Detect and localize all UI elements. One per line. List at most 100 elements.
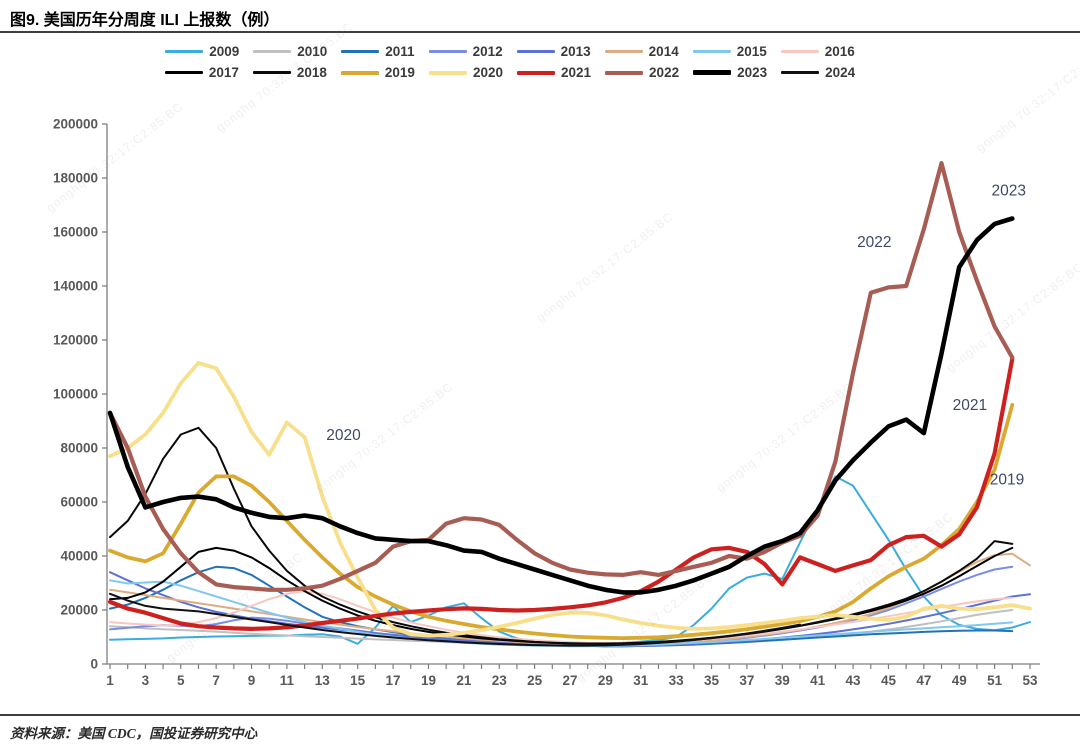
annotation-2020: 2020 xyxy=(326,427,361,444)
ili-chart: 0 20000 40000 60000 80000 100000 120000 140000 1… xyxy=(0,100,1080,712)
legend-label-2018: 2018 xyxy=(296,65,327,80)
chart-title: 图9. 美国历年分周度 ILI 上报数（例） xyxy=(10,12,280,29)
legend-swatch-2017 xyxy=(164,71,203,74)
series-line-2016 xyxy=(109,590,1014,644)
x-axis-label: 31 xyxy=(633,673,649,688)
legend-label-2013: 2013 xyxy=(560,44,591,59)
legend-swatch-2019 xyxy=(340,70,379,75)
x-axis-label: 29 xyxy=(598,673,613,688)
legend-swatch-2023 xyxy=(693,70,732,75)
legend-swatch-2012 xyxy=(428,50,467,53)
legend-label-2015: 2015 xyxy=(736,44,767,59)
legend-label-2024: 2024 xyxy=(825,65,856,80)
series-line-2022 xyxy=(107,160,1015,592)
legend-item-2009: 2009 xyxy=(165,44,239,59)
legend-row-2: 2017 2018 2019 2020 2021 2022 2023 2024 xyxy=(164,65,855,80)
legend-item-2020: 2020 xyxy=(428,65,503,80)
legend-label-2021: 2021 xyxy=(561,65,592,80)
y-axis-label: 120000 xyxy=(53,333,98,348)
source-note: 资料来源：美国 CDC，国投证券研究中心 xyxy=(10,726,258,741)
x-axis-label: 21 xyxy=(456,673,472,688)
x-axis-label: 3 xyxy=(142,673,150,688)
y-axis-label: 100000 xyxy=(53,387,98,402)
legend-swatch-2014 xyxy=(604,50,643,53)
x-axis-label: 43 xyxy=(846,673,862,688)
x-axis-label: 53 xyxy=(1022,673,1038,688)
x-axis-label: 51 xyxy=(987,673,1003,688)
annotation-2023: 2023 xyxy=(992,183,1026,200)
legend: 2009 2010 2011 2012 2013 2014 2015 2016 2017 201… xyxy=(0,44,1020,80)
legend-swatch-2013 xyxy=(516,50,555,53)
y-axis-label: 40000 xyxy=(60,549,98,564)
x-axis-label: 35 xyxy=(704,673,720,688)
series-line-2023 xyxy=(107,216,1015,595)
legend-item-2013: 2013 xyxy=(516,44,591,59)
y-axis-label: 160000 xyxy=(53,225,98,240)
chart-svg: 0 20000 40000 60000 80000 100000 120000 140000 1… xyxy=(53,117,1040,688)
legend-item-2014: 2014 xyxy=(604,44,679,59)
annotation-2019: 2019 xyxy=(990,471,1024,488)
x-axis-label: 5 xyxy=(177,673,185,688)
legend-label-2011: 2011 xyxy=(385,44,415,59)
annotation-2022: 2022 xyxy=(857,234,891,251)
legend-item-2018: 2018 xyxy=(252,65,327,80)
legend-item-2024: 2024 xyxy=(781,65,855,80)
legend-swatch-2015 xyxy=(692,50,731,53)
legend-label-2020: 2020 xyxy=(472,65,503,80)
legend-row-1: 2009 2010 2011 2012 2013 2014 2015 2016 xyxy=(165,44,855,59)
y-axis-label: 60000 xyxy=(60,495,98,510)
x-axis-label: 11 xyxy=(280,673,295,688)
legend-item-2011: 2011 xyxy=(341,44,415,59)
x-axis-label: 17 xyxy=(386,673,401,688)
legend-swatch-2024 xyxy=(781,71,820,74)
x-axis-label: 9 xyxy=(248,673,256,688)
x-axis-label: 25 xyxy=(527,673,543,688)
x-axis-label: 49 xyxy=(952,673,967,688)
legend-swatch-2011 xyxy=(341,50,380,53)
x-axis-label: 27 xyxy=(562,673,577,688)
y-axis-label: 80000 xyxy=(60,441,98,456)
y-axis-label: 200000 xyxy=(53,117,98,132)
legend-swatch-2018 xyxy=(252,71,291,74)
legend-item-2015: 2015 xyxy=(692,44,767,59)
legend-swatch-2009 xyxy=(165,50,204,53)
legend-item-2019: 2019 xyxy=(340,65,415,80)
legend-label-2010: 2010 xyxy=(297,44,328,59)
legend-label-2017: 2017 xyxy=(208,65,239,80)
series-line-2019 xyxy=(108,402,1015,640)
series-line-2020 xyxy=(108,360,1032,638)
legend-swatch-2016 xyxy=(780,50,819,53)
legend-label-2009: 2009 xyxy=(209,44,240,59)
title-rule xyxy=(0,31,1080,33)
legend-item-2017: 2017 xyxy=(164,65,239,80)
y-axis-label: 20000 xyxy=(60,603,98,618)
y-axis-label: 140000 xyxy=(53,279,98,294)
legend-item-2023: 2023 xyxy=(693,65,767,80)
x-axis-label: 41 xyxy=(810,673,826,688)
legend-label-2022: 2022 xyxy=(649,65,680,80)
x-axis-label: 15 xyxy=(350,673,366,688)
x-axis-label: 7 xyxy=(212,673,220,688)
x-axis-label: 45 xyxy=(881,673,897,688)
legend-label-2019: 2019 xyxy=(384,65,415,80)
series-line-2018 xyxy=(109,426,1014,645)
y-axis-label: 180000 xyxy=(53,171,98,186)
x-axis-label: 23 xyxy=(492,673,508,688)
legend-item-2010: 2010 xyxy=(253,44,327,59)
legend-swatch-2021 xyxy=(517,70,555,75)
bottom-rule xyxy=(0,714,1080,716)
x-axis-label: 13 xyxy=(315,673,331,688)
legend-item-2016: 2016 xyxy=(780,44,855,59)
x-axis-label: 37 xyxy=(739,673,754,688)
x-axis-label: 47 xyxy=(916,673,931,688)
x-axis-label: 39 xyxy=(775,673,790,688)
x-axis-label: 33 xyxy=(669,673,685,688)
annotation-2021: 2021 xyxy=(953,397,987,414)
legend-label-2023: 2023 xyxy=(737,65,768,80)
x-axis-label: 19 xyxy=(421,673,436,688)
series-line-2024 xyxy=(109,592,801,647)
legend-item-2021: 2021 xyxy=(517,65,591,80)
series-line-2021 xyxy=(107,356,1015,632)
legend-swatch-2020 xyxy=(428,70,467,75)
